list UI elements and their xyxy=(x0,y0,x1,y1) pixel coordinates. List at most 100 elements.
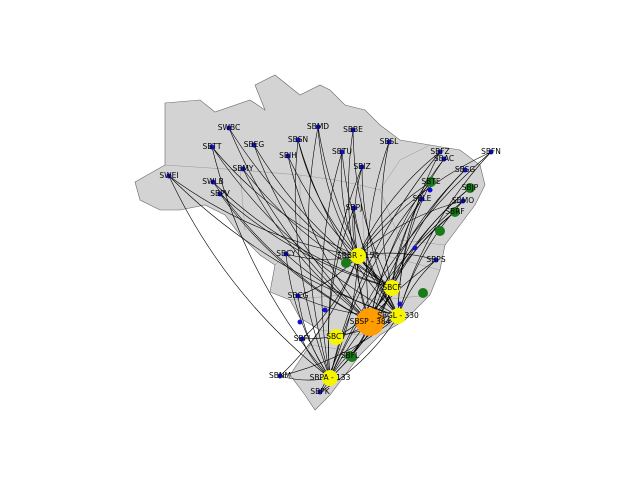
route xyxy=(317,126,359,257)
route xyxy=(211,146,399,317)
airport-node xyxy=(350,248,366,264)
airport-label: SBPK xyxy=(310,387,330,396)
airport-node xyxy=(359,164,365,170)
route xyxy=(253,144,393,289)
airport-node xyxy=(460,198,466,204)
airport-node xyxy=(166,173,172,179)
airport-label: SBIH xyxy=(279,151,297,160)
airport-node xyxy=(433,257,439,263)
airport-node xyxy=(437,149,443,155)
airport-label: SBAC xyxy=(434,154,454,163)
airport-label: SBTU xyxy=(332,147,352,156)
airport-node xyxy=(217,191,223,197)
airport-node xyxy=(397,301,403,307)
airport-node xyxy=(299,336,305,342)
route xyxy=(228,127,371,323)
airport-node xyxy=(209,144,215,150)
airport-label: SBPJ xyxy=(346,203,363,212)
route xyxy=(219,193,393,289)
route xyxy=(168,175,331,379)
airport-node xyxy=(384,280,400,296)
airport-node xyxy=(356,308,384,336)
airport-label: SBLE xyxy=(413,194,432,203)
route xyxy=(361,166,399,317)
airport-label: SBIZ xyxy=(353,162,370,171)
route xyxy=(297,295,399,317)
route xyxy=(357,151,441,257)
airport-label: SBTE xyxy=(421,177,440,186)
airport-label: SBFZ xyxy=(430,147,449,156)
route xyxy=(348,129,371,323)
route xyxy=(369,211,456,323)
airport-node xyxy=(450,207,460,217)
airport-label: SBCG xyxy=(288,291,309,300)
airport-label: SBSG xyxy=(455,165,476,174)
airport-label: SWLB xyxy=(202,177,224,186)
airport-label: SBCT xyxy=(326,332,346,341)
route xyxy=(329,151,441,379)
airport-node xyxy=(435,226,445,236)
route xyxy=(212,181,371,323)
route xyxy=(369,198,423,323)
route xyxy=(242,168,393,289)
route xyxy=(279,315,399,377)
route xyxy=(329,200,464,379)
airport-labels: SWBC SBMD SBBE SBTT SBEG SBSN SBIH SBTU SBSL SBFZ… xyxy=(159,122,500,396)
airport-label: SBCF xyxy=(382,283,401,292)
route xyxy=(391,211,456,289)
airport-node xyxy=(251,142,257,148)
airport-label: SBPS xyxy=(426,255,445,264)
airport-label: SBJP xyxy=(462,183,479,192)
airport-label: SBFL xyxy=(341,351,360,360)
airport-label: SBRF xyxy=(445,207,464,216)
airport-node xyxy=(317,389,323,395)
airport-node xyxy=(285,153,291,159)
airport-label: SBCY xyxy=(276,249,296,258)
route xyxy=(253,144,371,323)
route xyxy=(357,200,464,257)
airport-node xyxy=(226,125,232,131)
airport-node xyxy=(462,167,468,173)
route xyxy=(279,255,359,377)
airport-node xyxy=(210,179,216,185)
route xyxy=(397,181,432,317)
airport-label: SWBC xyxy=(218,123,240,132)
routes xyxy=(168,126,492,393)
airport-node xyxy=(277,373,283,379)
route xyxy=(353,207,399,317)
route xyxy=(219,193,371,323)
route xyxy=(168,175,359,257)
airport-label: SBBE xyxy=(343,125,363,134)
airport-node xyxy=(350,127,356,133)
airport-node xyxy=(419,196,425,202)
route xyxy=(391,187,471,289)
airport-node xyxy=(345,351,355,361)
airport-node xyxy=(339,149,345,155)
route xyxy=(321,151,343,379)
airport-label: SBFI xyxy=(294,334,310,343)
airport-label: SBSL xyxy=(380,137,400,146)
airport-node xyxy=(297,319,303,325)
route xyxy=(317,126,399,317)
airport-node xyxy=(315,124,321,130)
airport-label: SBMY xyxy=(233,164,254,173)
airport-node xyxy=(283,251,289,257)
airport-node xyxy=(412,245,418,251)
route xyxy=(301,315,399,340)
airport-label: SBPA - 133 xyxy=(310,373,351,382)
airport-node xyxy=(427,187,433,193)
route xyxy=(285,253,399,317)
airport-label: SBNM xyxy=(269,371,291,380)
airport-label: SBBR - 150 xyxy=(337,251,379,260)
airport-node xyxy=(295,293,301,299)
route xyxy=(285,253,331,379)
route xyxy=(242,168,371,323)
airport-node xyxy=(322,370,338,386)
airport-label: SBGL - 330 xyxy=(377,311,419,320)
airport-node xyxy=(295,137,301,143)
route xyxy=(391,198,423,289)
airport-node xyxy=(322,307,328,313)
airport-node xyxy=(465,183,475,193)
route xyxy=(168,175,399,317)
airport-node xyxy=(488,149,494,155)
